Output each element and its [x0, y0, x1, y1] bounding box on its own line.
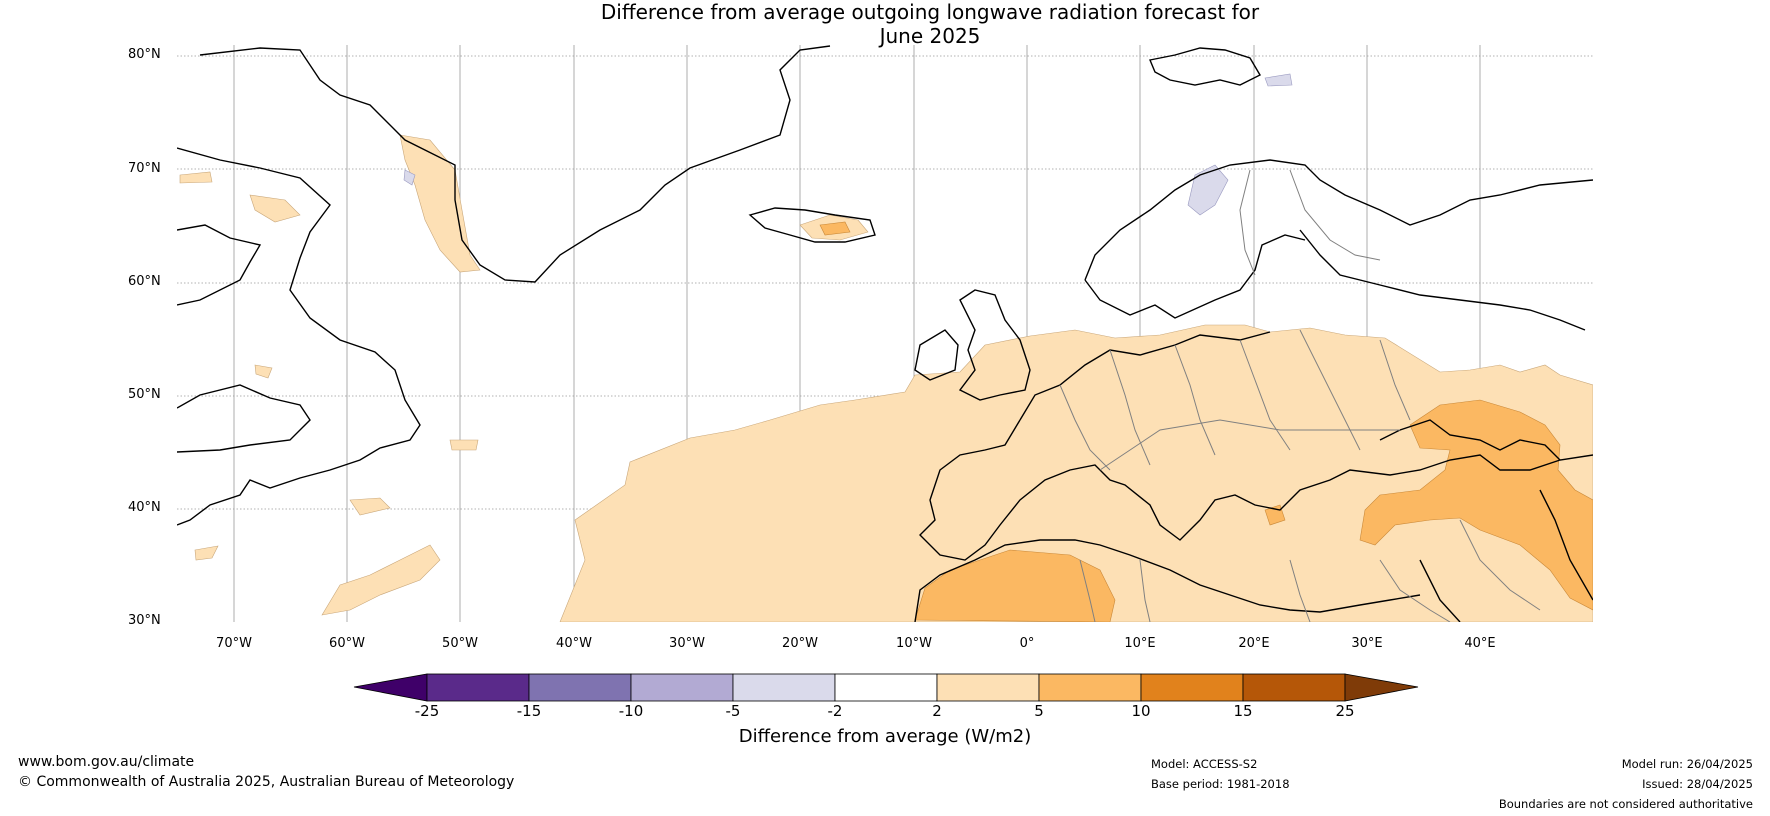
colorbar-tick: -2 — [827, 702, 843, 720]
footer-issued: Issued: 28/04/2025 — [1642, 777, 1753, 791]
footer-model-run: Model run: 26/04/2025 — [1621, 757, 1753, 771]
lat-label: 50°N — [128, 387, 161, 402]
colorbar-swatch — [1038, 673, 1142, 702]
colorbar-swatch — [936, 673, 1040, 702]
lon-label: 10°W — [896, 636, 932, 651]
lat-label: 30°N — [128, 613, 161, 628]
lon-label: 50°W — [442, 636, 478, 651]
colorbar-title: Difference from average (W/m2) — [738, 726, 1032, 747]
lon-label: 20°W — [782, 636, 818, 651]
lon-label: 40°W — [556, 636, 592, 651]
colorbar-tick: 5 — [1034, 702, 1044, 720]
colorbar-extend-low — [353, 673, 428, 702]
lon-label: 10°E — [1124, 636, 1156, 651]
anomaly-spot — [249, 194, 301, 223]
coastlines — [177, 45, 1593, 622]
colorbar-tick: 15 — [1233, 702, 1253, 720]
title-line-2: June 2025 — [879, 24, 981, 48]
anomaly-spot — [349, 497, 391, 516]
footer-base-period: Base period: 1981-2018 — [1151, 777, 1290, 791]
colorbar-extend-high — [1344, 673, 1419, 702]
colorbar-swatch — [528, 673, 632, 702]
anomaly-spot — [194, 545, 219, 561]
colorbar-swatch — [1140, 673, 1244, 702]
anomaly-5-10-region — [914, 549, 1116, 622]
anomaly-spot — [449, 439, 479, 451]
footer-website: www.bom.gov.au/climate — [18, 754, 195, 770]
colorbar-swatch — [834, 673, 938, 702]
lat-label: 60°N — [128, 274, 161, 289]
footer-copyright: © Commonwealth of Australia 2025, Austra… — [18, 774, 515, 790]
colorbar-tick: -15 — [516, 702, 542, 720]
lon-label: 0° — [1019, 636, 1035, 651]
map-title: Difference from average outgoing longwav… — [0, 0, 1770, 48]
colorbar — [353, 673, 1419, 702]
colorbar-swatch — [732, 673, 836, 702]
anomaly-spot — [254, 364, 273, 379]
colorbar-tick: -5 — [725, 702, 741, 720]
lat-label: 40°N — [128, 500, 161, 515]
lon-label: 30°E — [1351, 636, 1383, 651]
anomaly-spot — [179, 171, 213, 184]
country-borders — [1059, 169, 1541, 622]
anomaly-neg-spot — [1264, 73, 1293, 87]
lon-label: 40°E — [1464, 636, 1496, 651]
colorbar-tick: -25 — [414, 702, 440, 720]
colorbar-swatch — [426, 673, 530, 702]
anomaly-neg-spot — [1187, 164, 1229, 216]
colorbar-tick: 25 — [1335, 702, 1355, 720]
anomaly-5-10-region — [819, 221, 851, 236]
colorbar-tick: 2 — [932, 702, 942, 720]
lon-label: 60°W — [329, 636, 365, 651]
anomaly-spot — [321, 544, 441, 616]
lat-label: 80°N — [128, 47, 161, 62]
title-line-1: Difference from average outgoing longwav… — [600, 0, 1260, 24]
footer-disclaimer: Boundaries are not considered authoritat… — [1498, 797, 1753, 811]
lon-label: 20°E — [1238, 636, 1270, 651]
colorbar-tick: 10 — [1131, 702, 1151, 720]
lat-label: 70°N — [128, 161, 161, 176]
colorbar-swatch — [630, 673, 734, 702]
anomaly-neg-spot — [403, 169, 416, 186]
colorbar-swatch — [1242, 673, 1346, 702]
lon-label: 70°W — [216, 636, 252, 651]
anomaly-spot — [399, 134, 481, 273]
lon-label: 30°W — [669, 636, 705, 651]
anomaly-5-10-region — [1359, 399, 1593, 611]
colorbar-tick: -10 — [618, 702, 644, 720]
footer-model: Model: ACCESS-S2 — [1151, 757, 1258, 771]
